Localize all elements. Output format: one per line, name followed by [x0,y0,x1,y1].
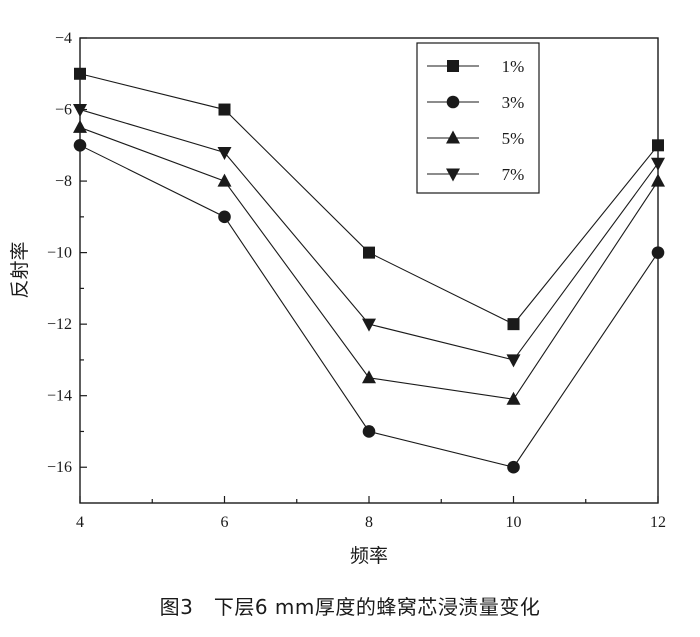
legend-marker [446,130,460,144]
x-tick-label: 6 [221,514,229,531]
x-axis-label: 频率 [350,545,388,567]
legend-label: 7% [502,165,525,184]
data-point [651,157,665,171]
series-circle [73,139,665,474]
data-point [507,460,520,474]
data-point [651,246,665,259]
legend-marker [447,60,459,72]
data-point [217,146,232,160]
x-tick-label: 10 [506,514,522,531]
series-triangle-down [73,104,665,368]
y-tick-label: −8 [55,173,72,190]
series-triangle-up [73,119,665,405]
y-tick-label: −12 [47,316,72,333]
data-point [651,173,665,187]
legend-item: 5% [427,129,524,148]
data-point [73,139,87,152]
legend-label: 3% [502,93,525,112]
data-point [362,370,376,384]
data-point [74,67,86,80]
legend-item: 1% [427,57,524,76]
chart: 4 6 8 10 12 −4 −6 −8 −10 −12 −14 −16 1% 3% 5% 7% 频率 反… [9,30,666,567]
data-point [506,354,521,368]
y-tick-label: −6 [55,102,72,119]
legend-label: 5% [502,129,525,148]
x-tick-label: 8 [365,514,373,531]
x-axis: 4 6 8 10 12 [76,496,666,531]
y-tick-label: −10 [47,245,72,262]
data-point [362,425,376,438]
y-axis-label: 反射率 [9,241,31,298]
data-point [218,210,231,224]
data-point [362,318,376,332]
figure-caption: 图3 下层6 mm厚度的蜂窝芯浸渍量变化 [159,595,541,619]
legend-item: 3% [427,93,524,112]
data-point [652,139,664,152]
data-point [506,391,521,405]
data-point [218,103,231,116]
legend-label: 1% [502,57,525,76]
data-point [73,119,87,133]
x-tick-label: 12 [650,514,666,531]
series-line [79,73,659,325]
legend-item: 7% [427,165,524,184]
series-line [79,144,659,468]
legend-box [416,42,540,194]
series-line [79,126,659,400]
data-point [73,104,87,118]
data-point [507,318,520,331]
legend-marker [446,95,460,109]
y-tick-label: −16 [47,459,72,476]
series-layer [73,67,665,474]
x-tick-label: 4 [76,514,84,531]
legend: 1% 3% 5% 7% [416,42,540,194]
y-axis: −4 −6 −8 −10 −12 −14 −16 [47,30,87,476]
y-tick-label: −4 [55,30,72,47]
legend-marker [446,168,460,182]
data-point [217,173,232,187]
y-tick-label: −14 [47,388,72,405]
data-point [363,246,375,259]
series-square [74,67,664,331]
